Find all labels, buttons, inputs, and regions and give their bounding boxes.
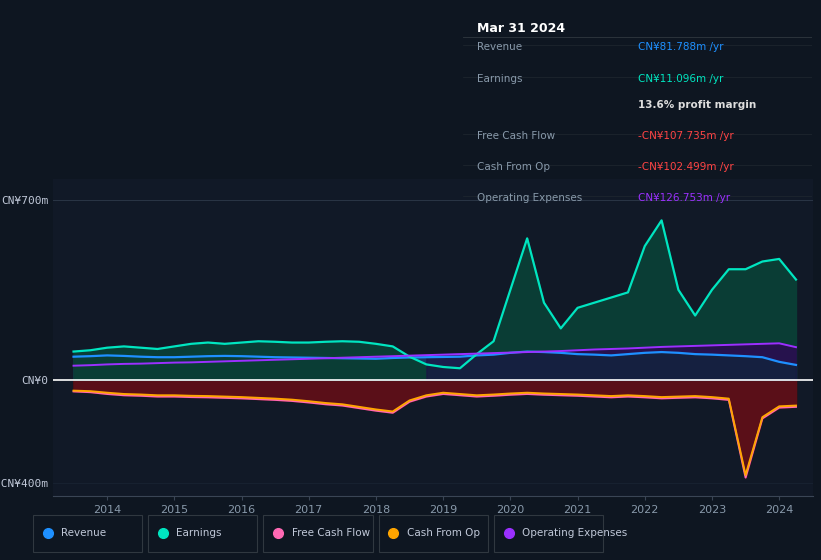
Text: 13.6% profit margin: 13.6% profit margin	[638, 100, 756, 110]
Text: CN¥11.096m /yr: CN¥11.096m /yr	[638, 74, 722, 84]
Text: Revenue: Revenue	[62, 529, 107, 538]
Text: Cash From Op: Cash From Op	[477, 162, 550, 172]
Text: CN¥126.753m /yr: CN¥126.753m /yr	[638, 193, 730, 203]
Text: Cash From Op: Cash From Op	[407, 529, 480, 538]
Bar	[148, 515, 258, 552]
Text: Earnings: Earnings	[177, 529, 222, 538]
Text: Revenue: Revenue	[477, 41, 522, 52]
Text: Free Cash Flow: Free Cash Flow	[291, 529, 370, 538]
Text: -CN¥107.735m /yr: -CN¥107.735m /yr	[638, 131, 733, 141]
Bar	[33, 515, 142, 552]
Text: Operating Expenses: Operating Expenses	[522, 529, 627, 538]
Text: Free Cash Flow: Free Cash Flow	[477, 131, 555, 141]
Text: Mar 31 2024: Mar 31 2024	[477, 22, 565, 35]
Bar	[378, 515, 488, 552]
Text: Operating Expenses: Operating Expenses	[477, 193, 582, 203]
Text: CN¥81.788m /yr: CN¥81.788m /yr	[638, 41, 723, 52]
Text: Earnings: Earnings	[477, 74, 522, 84]
Bar	[494, 515, 603, 552]
Text: -CN¥102.499m /yr: -CN¥102.499m /yr	[638, 162, 733, 172]
Bar	[264, 515, 373, 552]
